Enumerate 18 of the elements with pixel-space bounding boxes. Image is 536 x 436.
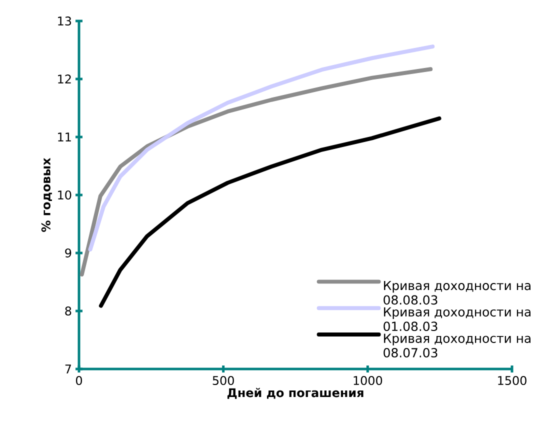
y-tick-label: 9	[65, 248, 72, 258]
y-tick-label: 13	[58, 16, 72, 26]
y-tick-label: 7	[65, 364, 71, 374]
line-series	[88, 44, 435, 252]
x-tick-label: 500	[212, 376, 234, 386]
legend-label: Кривая доходности на 01.08.03	[384, 307, 530, 332]
y-tick-label: 10	[58, 190, 72, 200]
y-tick-label: 12	[58, 74, 71, 84]
legend-label: Кривая доходности на 08.08.03	[384, 280, 530, 305]
x-tick-label: 1500	[498, 376, 526, 386]
y-axis-title: % годовых	[41, 158, 52, 232]
x-tick-label: 0	[76, 376, 82, 386]
legend-label: Кривая доходности на 08.07.03	[384, 334, 530, 358]
y-tick-label: 8	[65, 306, 72, 316]
y-tick-label: 11	[58, 132, 71, 142]
x-axis-title: Дней до погашения	[227, 388, 364, 399]
x-tick-label: 1000	[354, 376, 382, 386]
line-series	[80, 67, 433, 276]
